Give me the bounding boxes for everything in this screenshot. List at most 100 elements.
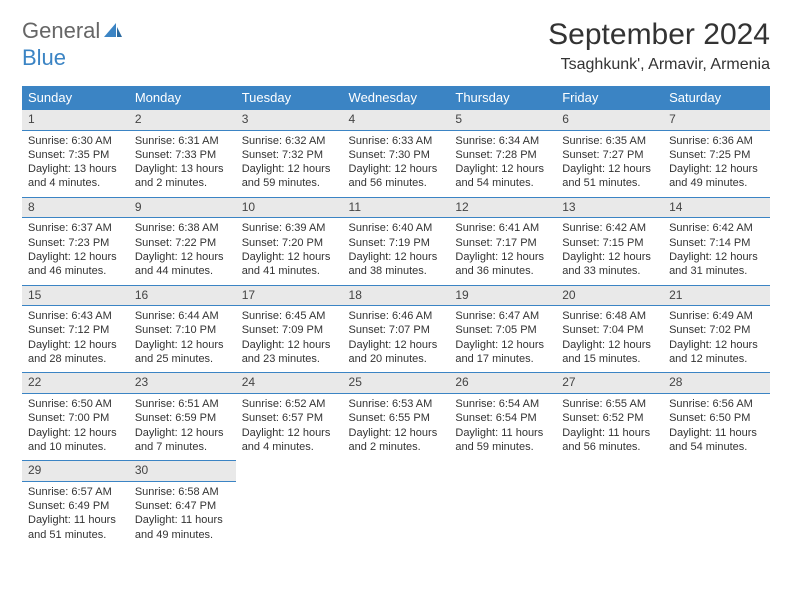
calendar-row: 29Sunrise: 6:57 AMSunset: 6:49 PMDayligh…	[22, 460, 770, 548]
daylight-line: Daylight: 11 hours and 56 minutes.	[562, 426, 657, 455]
daylight-line: Daylight: 12 hours and 51 minutes.	[562, 162, 657, 191]
sunrise-line: Sunrise: 6:32 AM	[242, 134, 337, 148]
sunset-line: Sunset: 7:33 PM	[135, 148, 230, 162]
day-number: 9	[129, 197, 236, 219]
logo-text-blue: Blue	[22, 45, 66, 70]
sunset-line: Sunset: 6:59 PM	[135, 411, 230, 425]
sunrise-line: Sunrise: 6:49 AM	[669, 309, 764, 323]
calendar-cell: 28Sunrise: 6:56 AMSunset: 6:50 PMDayligh…	[663, 372, 770, 460]
day-details: Sunrise: 6:36 AMSunset: 7:25 PMDaylight:…	[663, 131, 770, 197]
sunset-line: Sunset: 6:55 PM	[349, 411, 444, 425]
day-details: Sunrise: 6:34 AMSunset: 7:28 PMDaylight:…	[449, 131, 556, 197]
calendar-cell: 26Sunrise: 6:54 AMSunset: 6:54 PMDayligh…	[449, 372, 556, 460]
day-number: 7	[663, 109, 770, 131]
day-details: Sunrise: 6:35 AMSunset: 7:27 PMDaylight:…	[556, 131, 663, 197]
day-number: 16	[129, 285, 236, 307]
day-details: Sunrise: 6:40 AMSunset: 7:19 PMDaylight:…	[343, 218, 450, 284]
sunset-line: Sunset: 7:35 PM	[28, 148, 123, 162]
day-details: Sunrise: 6:30 AMSunset: 7:35 PMDaylight:…	[22, 131, 129, 197]
sunset-line: Sunset: 7:15 PM	[562, 236, 657, 250]
calendar-cell: 7Sunrise: 6:36 AMSunset: 7:25 PMDaylight…	[663, 109, 770, 197]
calendar-cell: 21Sunrise: 6:49 AMSunset: 7:02 PMDayligh…	[663, 285, 770, 373]
calendar-cell: 8Sunrise: 6:37 AMSunset: 7:23 PMDaylight…	[22, 197, 129, 285]
day-details: Sunrise: 6:48 AMSunset: 7:04 PMDaylight:…	[556, 306, 663, 372]
day-number: 3	[236, 109, 343, 131]
daylight-line: Daylight: 12 hours and 2 minutes.	[349, 426, 444, 455]
sunset-line: Sunset: 6:54 PM	[455, 411, 550, 425]
day-details: Sunrise: 6:46 AMSunset: 7:07 PMDaylight:…	[343, 306, 450, 372]
sunset-line: Sunset: 7:19 PM	[349, 236, 444, 250]
day-number: 8	[22, 197, 129, 219]
daylight-line: Daylight: 12 hours and 46 minutes.	[28, 250, 123, 279]
day-number: 24	[236, 372, 343, 394]
calendar-row: 8Sunrise: 6:37 AMSunset: 7:23 PMDaylight…	[22, 197, 770, 285]
calendar-cell	[449, 460, 556, 548]
day-details: Sunrise: 6:31 AMSunset: 7:33 PMDaylight:…	[129, 131, 236, 197]
sunrise-line: Sunrise: 6:31 AM	[135, 134, 230, 148]
sunrise-line: Sunrise: 6:58 AM	[135, 485, 230, 499]
sunrise-line: Sunrise: 6:56 AM	[669, 397, 764, 411]
day-number: 30	[129, 460, 236, 482]
day-number: 5	[449, 109, 556, 131]
weekday-header: Wednesday	[343, 86, 450, 109]
day-number: 22	[22, 372, 129, 394]
weekday-header: Thursday	[449, 86, 556, 109]
daylight-line: Daylight: 11 hours and 54 minutes.	[669, 426, 764, 455]
day-details: Sunrise: 6:41 AMSunset: 7:17 PMDaylight:…	[449, 218, 556, 284]
calendar-cell: 25 Sunrise: 6:53 AMSunset: 6:55 PMDayligh…	[343, 372, 450, 460]
calendar-cell: 6Sunrise: 6:35 AMSunset: 7:27 PMDaylight…	[556, 109, 663, 197]
daylight-line: Daylight: 12 hours and 33 minutes.	[562, 250, 657, 279]
sunrise-line: Sunrise: 6:33 AM	[349, 134, 444, 148]
daylight-line: Daylight: 12 hours and 10 minutes.	[28, 426, 123, 455]
day-number: 27	[556, 372, 663, 394]
sunset-line: Sunset: 7:27 PM	[562, 148, 657, 162]
calendar-cell: 12Sunrise: 6:41 AMSunset: 7:17 PMDayligh…	[449, 197, 556, 285]
sunrise-line: Sunrise: 6:53 AM	[349, 397, 444, 411]
day-details: Sunrise: 6:33 AMSunset: 7:30 PMDaylight:…	[343, 131, 450, 197]
logo-sail-icon	[102, 19, 124, 45]
day-number: 6	[556, 109, 663, 131]
day-details: Sunrise: 6:51 AMSunset: 6:59 PMDaylight:…	[129, 394, 236, 460]
sunrise-line: Sunrise: 6:54 AM	[455, 397, 550, 411]
sunset-line: Sunset: 7:07 PM	[349, 323, 444, 337]
daylight-line: Daylight: 12 hours and 31 minutes.	[669, 250, 764, 279]
day-details: Sunrise: 6:57 AMSunset: 6:49 PMDaylight:…	[22, 482, 129, 548]
day-details: Sunrise: 6:38 AMSunset: 7:22 PMDaylight:…	[129, 218, 236, 284]
daylight-line: Daylight: 13 hours and 2 minutes.	[135, 162, 230, 191]
sunset-line: Sunset: 7:30 PM	[349, 148, 444, 162]
sunset-line: Sunset: 7:14 PM	[669, 236, 764, 250]
day-details: Sunrise: 6:32 AMSunset: 7:32 PMDaylight:…	[236, 131, 343, 197]
location-subtitle: Tsaghkunk', Armavir, Armenia	[548, 56, 770, 74]
calendar-cell	[663, 460, 770, 548]
sunset-line: Sunset: 7:28 PM	[455, 148, 550, 162]
day-details: Sunrise: 6:45 AMSunset: 7:09 PMDaylight:…	[236, 306, 343, 372]
day-details: Sunrise: 6:43 AMSunset: 7:12 PMDaylight:…	[22, 306, 129, 372]
day-details: Sunrise: 6:42 AMSunset: 7:14 PMDaylight:…	[663, 218, 770, 284]
calendar-cell: 11Sunrise: 6:40 AMSunset: 7:19 PMDayligh…	[343, 197, 450, 285]
sunset-line: Sunset: 6:50 PM	[669, 411, 764, 425]
calendar-cell: 9Sunrise: 6:38 AMSunset: 7:22 PMDaylight…	[129, 197, 236, 285]
calendar-cell: 24Sunrise: 6:52 AMSunset: 6:57 PMDayligh…	[236, 372, 343, 460]
daylight-line: Daylight: 12 hours and 36 minutes.	[455, 250, 550, 279]
day-details: Sunrise: 6:50 AMSunset: 7:00 PMDaylight:…	[22, 394, 129, 460]
sunset-line: Sunset: 7:09 PM	[242, 323, 337, 337]
daylight-line: Daylight: 11 hours and 49 minutes.	[135, 513, 230, 542]
calendar-row: 15Sunrise: 6:43 AMSunset: 7:12 PMDayligh…	[22, 285, 770, 373]
daylight-line: Daylight: 12 hours and 4 minutes.	[242, 426, 337, 455]
day-number: 26	[449, 372, 556, 394]
sunrise-line: Sunrise: 6:42 AM	[562, 221, 657, 235]
sunrise-line: Sunrise: 6:37 AM	[28, 221, 123, 235]
day-number: 21	[663, 285, 770, 307]
daylight-line: Daylight: 12 hours and 56 minutes.	[349, 162, 444, 191]
day-number: 25	[343, 372, 450, 394]
sunrise-line: Sunrise: 6:44 AM	[135, 309, 230, 323]
calendar-cell: 2Sunrise: 6:31 AMSunset: 7:33 PMDaylight…	[129, 109, 236, 197]
day-number: 19	[449, 285, 556, 307]
sunset-line: Sunset: 7:32 PM	[242, 148, 337, 162]
calendar-cell: 14Sunrise: 6:42 AMSunset: 7:14 PMDayligh…	[663, 197, 770, 285]
day-details: Sunrise: 6:44 AMSunset: 7:10 PMDaylight:…	[129, 306, 236, 372]
sunset-line: Sunset: 7:20 PM	[242, 236, 337, 250]
day-details: Sunrise: 6:37 AMSunset: 7:23 PMDaylight:…	[22, 218, 129, 284]
sunset-line: Sunset: 7:10 PM	[135, 323, 230, 337]
day-number: 18	[343, 285, 450, 307]
